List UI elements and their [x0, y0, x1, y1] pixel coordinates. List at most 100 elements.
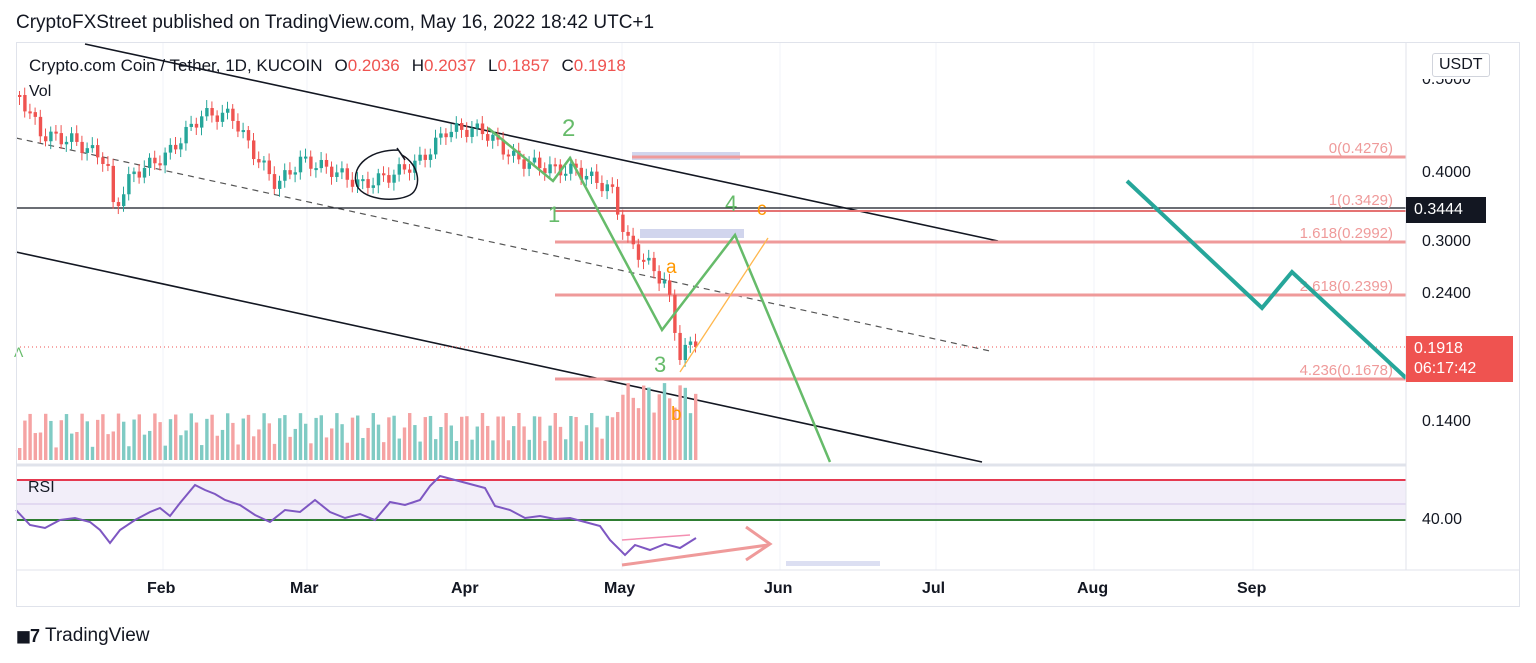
projection-path[interactable]: [1125, 179, 1408, 380]
candle: [142, 167, 147, 178]
volume-bar: [122, 421, 126, 460]
volume-bar: [215, 435, 219, 460]
candle: [28, 111, 32, 114]
rsi-indicator-label[interactable]: RSI: [28, 479, 55, 496]
candle: [423, 154, 427, 160]
candle: [132, 171, 136, 175]
volume-bar: [283, 415, 287, 460]
volume-bar: [413, 425, 417, 460]
price-label-top: 0.5000: [1422, 71, 1471, 88]
candle: [647, 257, 651, 261]
current-price-tag[interactable]: 0.1918 06:17:42: [1406, 336, 1513, 382]
rsi-level-label: 40.00: [1422, 511, 1463, 528]
chart-frame: [16, 42, 1520, 607]
volume-bar: [236, 444, 240, 460]
volume-bar: [590, 413, 594, 460]
price-label-0240: 0.2400: [1422, 285, 1471, 302]
volume-bar: [392, 415, 396, 460]
volume-bar: [80, 413, 84, 460]
candle: [657, 271, 661, 284]
candle: [517, 150, 521, 160]
candle: [75, 133, 79, 142]
volume-bar: [579, 441, 583, 460]
volume-bar: [246, 414, 251, 460]
correction-path[interactable]: [679, 237, 769, 373]
tradingview-brand[interactable]: ◼7 TradingView: [16, 625, 150, 647]
circle-annotation[interactable]: [354, 147, 419, 200]
rsi-line[interactable]: [15, 474, 697, 557]
volume-bar: [226, 413, 230, 460]
volume-bar: [304, 423, 308, 460]
candle: [512, 150, 516, 156]
volume-bar: [642, 385, 646, 460]
volume-bar: [371, 413, 375, 460]
volume-bar: [293, 428, 297, 460]
candle: [470, 128, 474, 137]
candle: [595, 171, 599, 183]
candle: [33, 112, 37, 117]
candle: [189, 123, 193, 127]
volume-bar: [558, 426, 563, 460]
volume-bar: [517, 413, 521, 460]
candle: [564, 173, 568, 176]
volume-bar: [616, 411, 620, 460]
candle: [626, 231, 630, 236]
volume-bar: [220, 429, 225, 460]
candle: [475, 123, 479, 129]
volume-bar: [543, 440, 547, 460]
high-label: H: [411, 56, 425, 75]
candle: [220, 112, 225, 122]
candle: [314, 168, 318, 171]
candle: [288, 170, 292, 175]
volume-bar: [688, 413, 693, 460]
candle: [241, 130, 245, 133]
candle: [137, 171, 141, 178]
volume-bar: [350, 417, 355, 460]
volume-bar: [418, 441, 422, 460]
rsi-divergence-line[interactable]: [621, 543, 769, 567]
symbol-label[interactable]: Crypto.com Coin / Tether, 1D, KUCOIN: [29, 56, 323, 75]
candle: [449, 131, 453, 138]
candle: [694, 341, 698, 348]
wave-label-2: 2: [562, 115, 575, 142]
candle: [439, 133, 443, 138]
candle: [532, 157, 537, 163]
volume-bar: [184, 430, 188, 460]
volume-bar: [454, 440, 459, 460]
wave-label-4: 4: [725, 191, 737, 216]
volume-bar: [85, 421, 89, 460]
candle: [335, 172, 339, 177]
candle: [688, 341, 693, 345]
currency-button[interactable]: USDT: [1432, 53, 1490, 77]
volume-indicator-label[interactable]: Vol: [29, 83, 52, 100]
candle: [18, 95, 22, 97]
candle: [257, 159, 261, 163]
candle: [418, 154, 422, 161]
volume-bar: [278, 418, 282, 460]
close-label: C: [561, 56, 574, 75]
fib-label-4236: 4.236(0.1678): [1300, 362, 1393, 379]
volume-bar: [153, 413, 157, 460]
candle: [444, 133, 448, 138]
channel-lower-line[interactable]: [15, 251, 983, 463]
candle: [376, 173, 381, 186]
candle: [642, 259, 646, 262]
volume-bar: [356, 415, 360, 460]
volume-bar: [49, 420, 53, 460]
volume-bar: [662, 383, 667, 460]
wave-label-3: 3: [654, 352, 666, 377]
candle: [584, 175, 589, 180]
candle: [428, 154, 433, 160]
volume-bar: [194, 422, 199, 460]
volume-bar: [361, 437, 365, 460]
candle: [101, 157, 105, 164]
volume-bar: [366, 427, 370, 460]
candle: [434, 137, 438, 155]
channel-mid-dashed[interactable]: [15, 137, 991, 352]
marked-price-tag[interactable]: 0.3444: [1406, 197, 1486, 223]
volume-bar: [200, 445, 204, 460]
elliott-wave-path[interactable]: [487, 127, 832, 463]
fib-label-1618: 1.618(0.2992): [1300, 225, 1393, 242]
candle: [683, 344, 687, 360]
